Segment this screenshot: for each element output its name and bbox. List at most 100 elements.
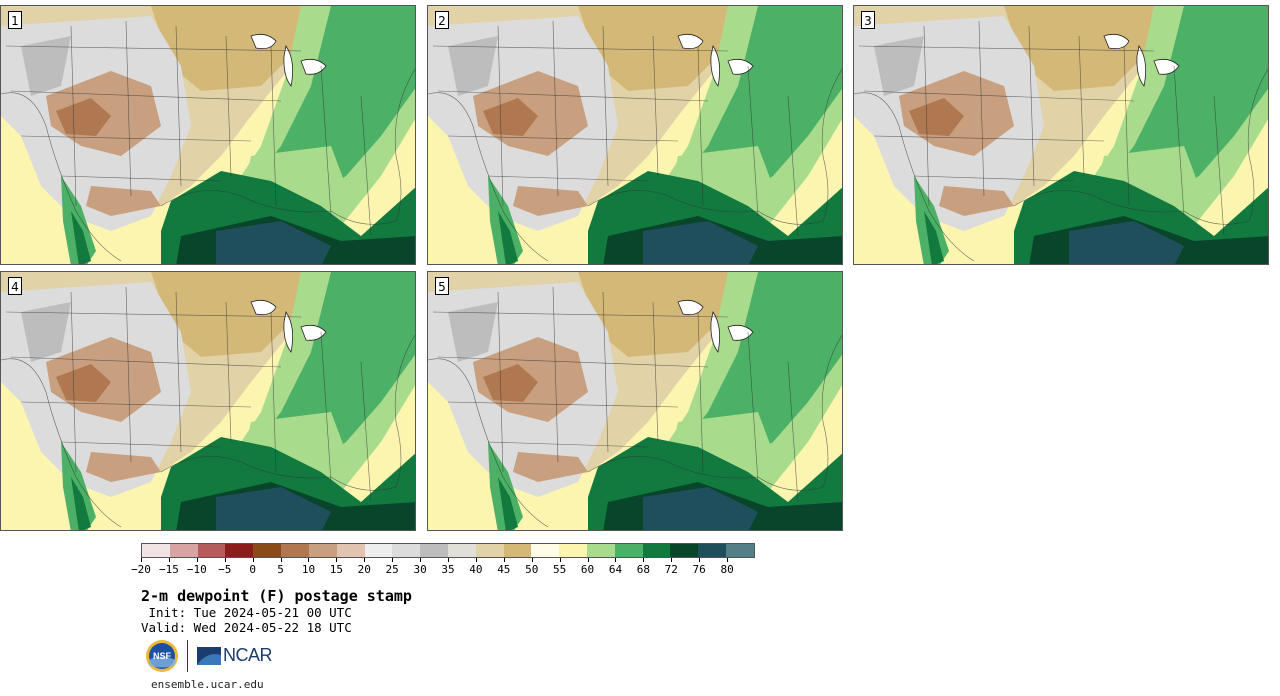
colorbar-swatch: [142, 544, 170, 557]
dewpoint-region: [909, 98, 964, 136]
dewpoint-region: [216, 487, 331, 530]
map-panel-3: 3: [853, 5, 1269, 265]
state-border: [552, 20, 559, 197]
state-border: [1028, 25, 1035, 187]
great-lake: [727, 58, 754, 75]
colorbar-tick: [475, 558, 477, 562]
state-border: [497, 291, 504, 473]
dewpoint-region: [151, 272, 301, 357]
great-lake: [727, 324, 754, 341]
dewpoint-region: [21, 302, 71, 362]
state-border: [863, 90, 1135, 102]
colorbar-tick: [168, 558, 170, 562]
valid-time: Valid: Wed 2024-05-22 18 UTC: [141, 620, 352, 635]
state-border: [747, 65, 759, 217]
great-lake: [300, 324, 327, 341]
colorbar-tick-label: 50: [525, 563, 539, 576]
dewpoint-region: [874, 36, 924, 96]
colorbar-ticks: −20 −15 −10 −5 0 5 10 15 20 25 30 35 40 45 50 55 60 64 68 7…: [131, 558, 755, 578]
state-border: [20, 135, 252, 142]
state-border: [160, 334, 415, 491]
great-lake: [710, 44, 721, 87]
colorbar-swatch: [336, 544, 365, 557]
ncar-swoosh-icon: [197, 647, 221, 665]
colorbar-tick-label: −15: [158, 563, 179, 576]
colorbar-tick-label: 60: [580, 563, 595, 576]
dewpoint-region: [578, 272, 728, 357]
state-border: [602, 25, 609, 187]
colorbar-tick-label: 25: [385, 563, 399, 576]
colorbar-tick: [615, 558, 617, 562]
state-border: [747, 331, 759, 483]
colorbar-tick: [671, 558, 673, 562]
dewpoint-region: [71, 211, 91, 264]
dewpoint-region: [21, 36, 71, 96]
website-url: ensemble.ucar.edu: [151, 678, 264, 691]
colorbar-swatch: [475, 544, 504, 557]
colorbar-tick: [448, 558, 449, 562]
state-border: [1173, 65, 1185, 217]
colorbar-tick-label: −5: [218, 563, 232, 576]
dewpoint-region: [86, 452, 161, 482]
colorbar-tick-label: −10: [186, 563, 207, 576]
state-border: [587, 334, 842, 491]
colorbar-tick-label: 0: [249, 563, 256, 576]
dewpoint-region: [513, 186, 588, 216]
state-border: [858, 45, 1155, 52]
colorbar-tick: [141, 558, 142, 562]
great-lake: [1153, 58, 1180, 75]
state-border: [360, 361, 372, 503]
colorbar-tick-label: 10: [301, 563, 316, 576]
colorbar-swatch: [225, 544, 254, 557]
dewpoint-region: [216, 221, 331, 264]
nsf-logo-text: NSF: [153, 651, 172, 661]
colorbar-tick: [392, 558, 394, 562]
great-lake: [1103, 33, 1130, 50]
dewpoint-region: [483, 364, 538, 402]
state-border: [432, 45, 729, 52]
dewpoint-map: [1, 272, 415, 530]
dewpoint-region: [428, 176, 488, 264]
dewpoint-region: [578, 6, 728, 91]
state-border: [270, 311, 277, 473]
colorbar-tick-label: 80: [720, 563, 734, 576]
great-lake: [300, 58, 327, 75]
dewpoint-region: [56, 364, 111, 402]
state-border: [447, 401, 679, 408]
panel-number: 5: [435, 277, 449, 295]
map-panel-2: 2: [427, 5, 843, 265]
init-time: Init: Tue 2024-05-21 00 UTC: [141, 605, 352, 620]
colorbar-swatch: [642, 544, 671, 557]
state-border: [923, 25, 930, 207]
state-border: [175, 291, 182, 453]
dewpoint-region: [1004, 6, 1154, 91]
state-border: [320, 65, 332, 217]
colorbar-tick: [364, 558, 366, 562]
colorbar-swatch: [726, 544, 754, 557]
state-border: [552, 286, 559, 463]
state-border: [1, 92, 122, 262]
colorbar-tick: [280, 558, 282, 562]
colorbar-tick: [224, 558, 226, 562]
state-border: [787, 361, 799, 503]
state-border: [5, 45, 302, 52]
dewpoint-region: [488, 442, 523, 530]
state-border: [5, 311, 302, 318]
colorbar-tick: [699, 558, 701, 562]
colorbar-tick: [559, 558, 561, 562]
dewpoint-region: [61, 176, 96, 264]
colorbar-swatch: [308, 544, 337, 557]
dewpoint-region: [448, 302, 498, 362]
dewpoint-map: [428, 6, 842, 264]
dewpoint-region: [1, 442, 61, 530]
colorbar-tick-label: 30: [413, 563, 427, 576]
dewpoint-map: [1, 6, 415, 264]
colorbar-swatch: [447, 544, 476, 557]
dewpoint-map: [428, 272, 842, 530]
colorbar-swatch: [614, 544, 643, 557]
state-border: [70, 291, 77, 473]
colorbar-tick-label: 15: [329, 563, 343, 576]
dewpoint-region: [498, 477, 518, 530]
colorbar-tick-label: −20: [131, 563, 151, 576]
state-border: [437, 356, 709, 368]
